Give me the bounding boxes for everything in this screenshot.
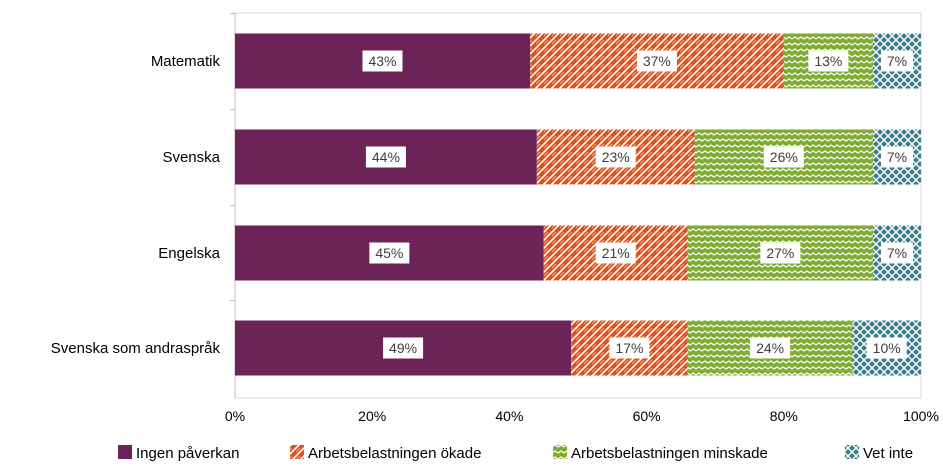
legend-label: Arbetsbelastningen ökade bbox=[308, 445, 481, 462]
data-label-box bbox=[880, 242, 913, 264]
data-label: 43% bbox=[368, 53, 396, 69]
data-label: 37% bbox=[643, 53, 671, 69]
data-label-box bbox=[636, 50, 677, 72]
data-label-box bbox=[808, 50, 849, 72]
data-label-box bbox=[880, 50, 913, 72]
data-label-box bbox=[609, 337, 650, 359]
legend-label: Arbetsbelastningen minskade bbox=[571, 445, 768, 462]
axis-layer: Matematik Svenska Engelska Svenska som andr… bbox=[51, 13, 939, 424]
data-label: 10% bbox=[873, 340, 901, 356]
legend-label: Vet inte bbox=[863, 445, 913, 462]
data-label-box bbox=[365, 146, 406, 168]
data-label: 7% bbox=[887, 245, 907, 261]
data-label-box bbox=[760, 242, 801, 264]
data-label: 13% bbox=[814, 53, 842, 69]
legend-label: Ingen påverkan bbox=[136, 445, 239, 462]
data-label-box bbox=[369, 242, 410, 264]
category-label: Engelska bbox=[158, 245, 220, 262]
data-label: 24% bbox=[756, 340, 784, 356]
x-tick-label: 80% bbox=[770, 408, 798, 424]
data-label: 44% bbox=[372, 149, 400, 165]
legend-swatch bbox=[845, 445, 859, 459]
data-label-box bbox=[866, 337, 907, 359]
data-label: 7% bbox=[887, 149, 907, 165]
bars-layer bbox=[235, 33, 921, 376]
data-label-box bbox=[595, 146, 636, 168]
legend-swatch bbox=[553, 445, 567, 459]
x-tick-label: 0% bbox=[225, 408, 245, 424]
data-label-box bbox=[750, 337, 791, 359]
data-label: 17% bbox=[615, 340, 643, 356]
data-label-box bbox=[362, 50, 403, 72]
x-tick-label: 60% bbox=[633, 408, 661, 424]
data-label: 45% bbox=[375, 245, 403, 261]
category-label: Svenska som andraspråk bbox=[51, 340, 221, 357]
data-label-box bbox=[383, 337, 424, 359]
legend-swatch bbox=[118, 445, 132, 459]
data-label-box bbox=[763, 146, 804, 168]
data-label-box bbox=[595, 242, 636, 264]
data-label: 23% bbox=[602, 149, 630, 165]
data-label: 21% bbox=[602, 245, 630, 261]
x-tick-label: 20% bbox=[358, 408, 386, 424]
x-tick-label: 40% bbox=[495, 408, 523, 424]
data-label: 49% bbox=[389, 340, 417, 356]
x-tick-label: 100% bbox=[903, 408, 939, 424]
data-label: 26% bbox=[770, 149, 798, 165]
legend: Ingen påverkan Arbetsbelastningen ökade Ar… bbox=[118, 445, 913, 462]
category-label: Svenska bbox=[162, 149, 220, 166]
legend-swatch bbox=[290, 445, 304, 459]
data-label: 27% bbox=[766, 245, 794, 261]
data-label: 7% bbox=[887, 53, 907, 69]
data-labels-layer: 43% 37% 13% 7% 44% 23% 26% 7% 45% 21% 27% 7% 49% 17% 2… bbox=[362, 50, 913, 359]
category-label: Matematik bbox=[151, 53, 221, 70]
data-label-box bbox=[880, 146, 913, 168]
